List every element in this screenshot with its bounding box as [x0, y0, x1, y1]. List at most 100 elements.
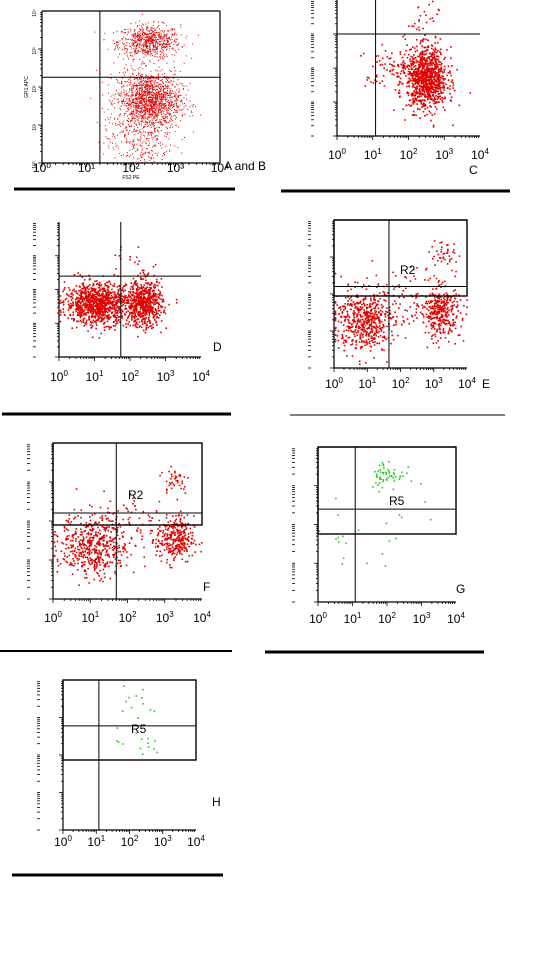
- data-point: [415, 72, 418, 75]
- data-point: [150, 92, 152, 94]
- data-point: [101, 302, 104, 305]
- data-point: [159, 145, 161, 146]
- data-point: [126, 108, 128, 109]
- data-point: [98, 286, 100, 289]
- data-point: [130, 83, 132, 85]
- data-point: [92, 308, 94, 311]
- data-point: [422, 38, 425, 41]
- data-point: [434, 36, 437, 39]
- data-point: [116, 41, 118, 43]
- data-point: [160, 86, 161, 88]
- data-point: [420, 80, 423, 83]
- data-point: [406, 44, 408, 46]
- data-point: [145, 39, 147, 41]
- data-point: [88, 308, 90, 310]
- data-point: [155, 101, 157, 103]
- data-point: [421, 55, 424, 58]
- data-point: [450, 96, 453, 99]
- data-point: [103, 329, 106, 331]
- data-point: [181, 82, 183, 84]
- data-point: [72, 302, 74, 305]
- data-point: [139, 144, 141, 146]
- data-point: [165, 98, 167, 100]
- data-point: [95, 283, 98, 285]
- data-point: [423, 68, 426, 70]
- data-point: [143, 93, 145, 95]
- data-point: [140, 140, 141, 142]
- data-point: [129, 54, 131, 56]
- data-point: [435, 48, 437, 51]
- data-point: [166, 48, 168, 50]
- data-point: [431, 59, 433, 61]
- data-point: [129, 126, 131, 127]
- data-point: [141, 278, 143, 280]
- data-point: [153, 41, 154, 43]
- data-point: [108, 99, 110, 101]
- data-point: [430, 84, 432, 86]
- data-point: [130, 297, 133, 300]
- data-point: [153, 31, 155, 33]
- data-point: [159, 101, 161, 103]
- data-point: [148, 78, 149, 80]
- data-point: [148, 113, 150, 115]
- data-point: [153, 49, 155, 51]
- data-point: [70, 305, 73, 307]
- data-point: [152, 38, 154, 40]
- data-point: [173, 81, 175, 82]
- data-point: [71, 327, 73, 329]
- data-point: [132, 140, 134, 142]
- data-point: [169, 104, 171, 106]
- data-point: [134, 304, 136, 306]
- data-point: [148, 34, 150, 35]
- data-point: [141, 75, 143, 77]
- data-point: [95, 297, 98, 300]
- data-point: [137, 101, 138, 102]
- x-tick-label: 10⁴: [211, 161, 230, 175]
- data-point: [442, 78, 445, 80]
- data-point: [149, 80, 151, 82]
- data-point: [144, 102, 145, 104]
- data-point: [146, 108, 148, 110]
- data-point: [112, 40, 114, 42]
- data-point: [437, 88, 439, 90]
- data-point: [411, 46, 414, 48]
- data-point: [177, 84, 179, 86]
- data-point: [85, 299, 88, 301]
- data-point: [175, 102, 177, 104]
- data-point: [100, 319, 103, 322]
- data-point: [108, 297, 111, 299]
- data-point: [166, 25, 168, 27]
- data-point: [170, 71, 172, 72]
- data-point: [162, 37, 164, 39]
- x-tick-label: 100: [328, 147, 346, 162]
- data-point: [156, 129, 158, 131]
- data-point: [155, 138, 157, 140]
- data-point: [124, 46, 125, 48]
- data-point: [72, 311, 74, 314]
- data-point: [136, 148, 138, 150]
- data-point: [165, 107, 167, 109]
- data-point: [117, 306, 119, 308]
- data-point: [114, 117, 116, 119]
- data-point: [149, 123, 151, 125]
- data-point: [173, 41, 175, 43]
- data-point: [88, 316, 91, 319]
- data-point: [83, 313, 85, 316]
- data-point: [175, 118, 176, 120]
- data-point: [157, 86, 159, 88]
- data-point: [372, 82, 375, 84]
- data-point: [443, 87, 446, 89]
- data-point: [76, 326, 78, 329]
- data-point: [143, 63, 145, 65]
- data-point: [148, 116, 150, 118]
- data-point: [170, 117, 171, 119]
- data-point: [160, 123, 162, 125]
- data-point: [397, 65, 400, 68]
- data-point: [132, 60, 134, 62]
- data-point: [129, 103, 131, 105]
- data-point: [412, 61, 415, 63]
- data-point: [142, 44, 144, 46]
- data-point: [156, 101, 158, 103]
- data-point: [71, 289, 74, 292]
- data-point: [152, 132, 154, 134]
